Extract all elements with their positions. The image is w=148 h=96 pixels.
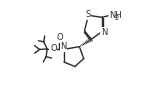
Text: S: S (85, 10, 90, 19)
Text: O: O (57, 33, 63, 42)
Text: NH: NH (110, 11, 122, 20)
Text: N: N (101, 28, 107, 37)
Text: O: O (50, 44, 57, 53)
Text: 2: 2 (115, 15, 119, 21)
Text: N: N (60, 42, 67, 51)
